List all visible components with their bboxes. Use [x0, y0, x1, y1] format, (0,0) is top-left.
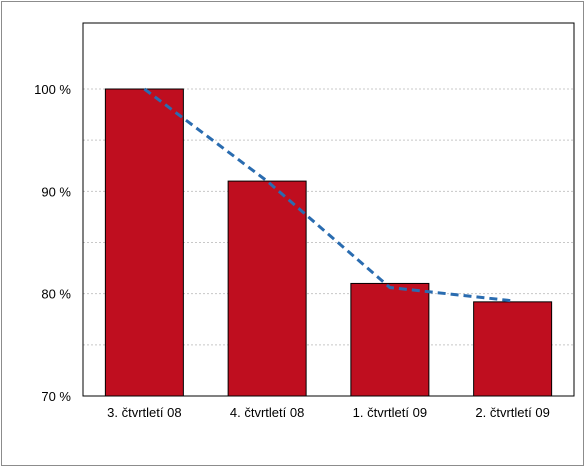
x-tick-label: 1. čtvrtletí 09: [353, 405, 427, 420]
bar-1: [104, 88, 184, 397]
x-tick-label: 2. čtvrtletí 09: [475, 405, 549, 420]
bar-2: [227, 180, 307, 397]
bar-4: [473, 301, 553, 397]
y-tick-label: 100 %: [34, 82, 71, 97]
plot-area-border: [82, 22, 575, 397]
x-tick-label: 4. čtvrtletí 08: [230, 405, 304, 420]
bars: [104, 88, 553, 397]
bar-3: [350, 282, 430, 397]
y-tick-label: 90 %: [41, 184, 71, 199]
y-tick-label: 70 %: [41, 389, 71, 404]
y-tick-label: 80 %: [41, 287, 71, 302]
x-tick-label: 3. čtvrtletí 08: [107, 405, 181, 420]
trend-line: [143, 87, 513, 303]
y-axis-tick-labels: 70 % 80 % 90 % 100 %: [34, 82, 71, 404]
x-axis-tick-labels: 3. čtvrtletí 08 4. čtvrtletí 08 1. čtvrtle…: [107, 405, 550, 420]
